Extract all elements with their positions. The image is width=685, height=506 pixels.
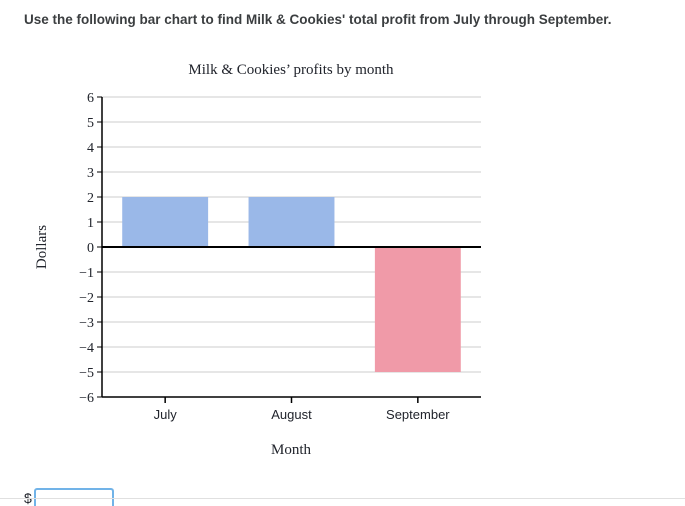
y-tick-label: 1 xyxy=(87,216,94,231)
y-tick-label: 4 xyxy=(87,141,94,156)
x-tick-label: August xyxy=(271,407,312,422)
y-axis-label: Dollars xyxy=(34,225,50,269)
y-tick-label: −3 xyxy=(79,316,94,331)
bar-august xyxy=(248,197,335,247)
x-tick-label: September xyxy=(386,407,450,422)
x-axis-label: Month xyxy=(271,442,312,458)
axes xyxy=(97,96,481,403)
y-tick-label: −1 xyxy=(79,266,94,281)
bar-september xyxy=(374,247,461,372)
chart-title: Milk & Cookies’ profits by month xyxy=(188,62,394,78)
y-tick-label: 0 xyxy=(87,241,94,256)
y-tick-label: −6 xyxy=(79,391,94,406)
y-tick-label: −4 xyxy=(79,341,94,356)
answer-row: $ xyxy=(24,484,114,506)
x-tick-labels: July August September xyxy=(154,407,451,422)
bar-chart: Milk & Cookies’ profits by month 6 5 4 3 2 1 0… xyxy=(34,62,481,458)
bar-july xyxy=(122,197,209,247)
bottom-divider xyxy=(0,498,685,499)
y-tick-labels: 6 5 4 3 2 1 0 −1 −2 −3 −4 −5 −6 xyxy=(79,91,94,406)
y-tick-label: −5 xyxy=(79,366,94,381)
y-tick-label: −2 xyxy=(79,291,94,306)
question-text: Use the following bar chart to find Milk… xyxy=(24,12,612,27)
y-tick-label: 2 xyxy=(87,191,94,206)
y-tick-label: 6 xyxy=(87,91,94,106)
bars xyxy=(122,197,461,372)
y-tick-label: 5 xyxy=(87,116,94,131)
y-tick-label: 3 xyxy=(87,166,94,181)
answer-input[interactable] xyxy=(33,488,114,506)
x-tick-label: July xyxy=(154,407,178,422)
